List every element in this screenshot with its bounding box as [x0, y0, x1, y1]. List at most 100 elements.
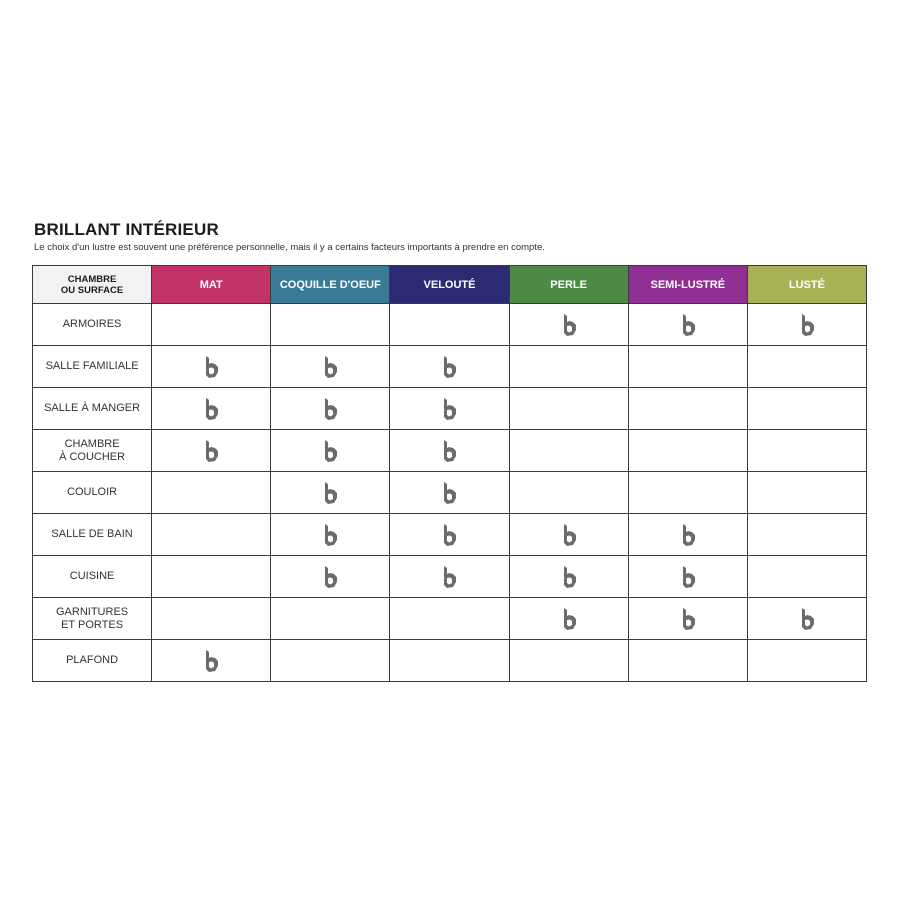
- table-cell: [270, 555, 391, 598]
- table-cell: [270, 639, 391, 682]
- row-label: SALLE FAMILIALE: [31, 345, 153, 388]
- table-cell: [270, 513, 391, 556]
- table-cell: [627, 639, 748, 682]
- table-cell: [270, 345, 391, 388]
- corner-header: CHAMBRE OU SURFACE: [31, 265, 153, 304]
- table-cell: [389, 597, 510, 640]
- table-row: CHAMBRE À COUCHER: [31, 429, 868, 472]
- brand-b-icon: [322, 523, 338, 546]
- table-row: SALLE À MANGER: [31, 387, 868, 430]
- table-cell: [508, 513, 629, 556]
- brand-b-icon: [322, 355, 338, 378]
- table-cell: [746, 429, 868, 472]
- table-cell: [270, 597, 391, 640]
- table-cell: [389, 555, 510, 598]
- table-cell: [746, 303, 868, 346]
- brand-b-icon: [203, 355, 219, 378]
- table-cell: [746, 387, 868, 430]
- finish-table: CHAMBRE OU SURFACE MAT COQUILLE D'OEUF VEL…: [31, 265, 868, 682]
- table-row: COULOIR: [31, 471, 868, 514]
- row-label: CHAMBRE À COUCHER: [31, 429, 153, 472]
- column-header-mat: MAT: [151, 265, 272, 304]
- table-cell: [151, 345, 272, 388]
- table-cell: [389, 303, 510, 346]
- page-subtitle: Le choix d'un lustre est souvent une pré…: [34, 242, 545, 253]
- brand-b-icon: [441, 523, 457, 546]
- table-cell: [270, 471, 391, 514]
- row-label: COULOIR: [31, 471, 153, 514]
- table-cell: [270, 303, 391, 346]
- table-cell: [389, 429, 510, 472]
- row-label: SALLE À MANGER: [31, 387, 153, 430]
- brand-b-icon: [441, 355, 457, 378]
- column-header-coquille-d-oeuf: COQUILLE D'OEUF: [270, 265, 391, 304]
- table-cell: [270, 429, 391, 472]
- table-cell: [389, 639, 510, 682]
- brand-b-icon: [322, 481, 338, 504]
- brand-b-icon: [203, 439, 219, 462]
- table-cell: [151, 639, 272, 682]
- table-row: CUISINE: [31, 555, 868, 598]
- brand-b-icon: [322, 439, 338, 462]
- column-header-semi-lustr-: SEMI-LUSTRÉ: [627, 265, 748, 304]
- table-row: PLAFOND: [31, 639, 868, 682]
- brand-b-icon: [203, 649, 219, 672]
- table-cell: [508, 345, 629, 388]
- table-cell: [627, 345, 748, 388]
- row-label: GARNITURES ET PORTES: [31, 597, 153, 640]
- table-cell: [627, 387, 748, 430]
- header-row: CHAMBRE OU SURFACE MAT COQUILLE D'OEUF VEL…: [31, 265, 868, 304]
- brand-b-icon: [441, 397, 457, 420]
- table-cell: [627, 555, 748, 598]
- table-cell: [151, 303, 272, 346]
- brand-b-icon: [561, 565, 577, 588]
- table-cell: [270, 387, 391, 430]
- table-cell: [151, 429, 272, 472]
- brand-b-icon: [680, 313, 696, 336]
- table-cell: [508, 471, 629, 514]
- table-cell: [746, 597, 868, 640]
- brand-b-icon: [799, 313, 815, 336]
- table-cell: [151, 597, 272, 640]
- table-cell: [508, 555, 629, 598]
- table-cell: [508, 303, 629, 346]
- column-header-perle: PERLE: [508, 265, 629, 304]
- table-cell: [508, 597, 629, 640]
- brand-b-icon: [680, 523, 696, 546]
- brand-b-icon: [799, 607, 815, 630]
- table-cell: [151, 471, 272, 514]
- table-cell: [746, 345, 868, 388]
- table-cell: [151, 387, 272, 430]
- row-label: ARMOIRES: [31, 303, 153, 346]
- brand-b-icon: [680, 565, 696, 588]
- table-cell: [389, 471, 510, 514]
- brand-b-icon: [561, 523, 577, 546]
- table-cell: [746, 639, 868, 682]
- brand-b-icon: [203, 397, 219, 420]
- table-cell: [389, 387, 510, 430]
- table-cell: [508, 429, 629, 472]
- table-row: SALLE FAMILIALE: [31, 345, 868, 388]
- row-label: CUISINE: [31, 555, 153, 598]
- table-cell: [627, 471, 748, 514]
- brand-b-icon: [561, 313, 577, 336]
- column-header-velout-: VELOUTÉ: [389, 265, 510, 304]
- table-row: GARNITURES ET PORTES: [31, 597, 868, 640]
- brand-b-icon: [322, 397, 338, 420]
- brand-b-icon: [561, 607, 577, 630]
- table-row: SALLE DE BAIN: [31, 513, 868, 556]
- table-cell: [151, 555, 272, 598]
- brand-b-icon: [441, 565, 457, 588]
- table-row: ARMOIRES: [31, 303, 868, 346]
- table-cell: [151, 513, 272, 556]
- table-cell: [746, 555, 868, 598]
- brand-b-icon: [680, 607, 696, 630]
- table-cell: [389, 513, 510, 556]
- brand-b-icon: [441, 439, 457, 462]
- table-cell: [389, 345, 510, 388]
- table-cell: [746, 513, 868, 556]
- row-label: PLAFOND: [31, 639, 153, 682]
- table-cell: [627, 513, 748, 556]
- table-cell: [627, 429, 748, 472]
- brand-b-icon: [441, 481, 457, 504]
